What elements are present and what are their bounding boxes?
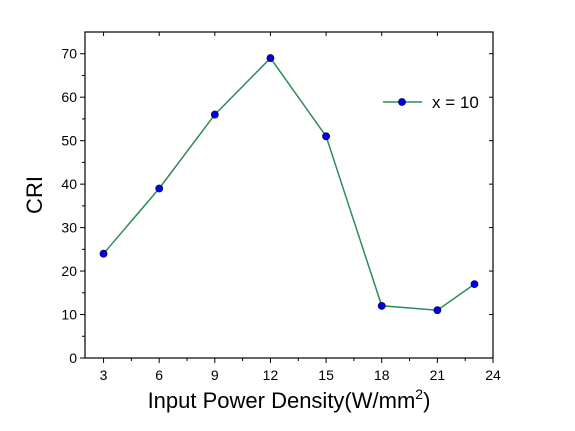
x-tick-label: 24 (485, 367, 501, 383)
y-tick-label: 0 (69, 350, 77, 366)
legend-label: x = 10 (432, 93, 479, 112)
data-point (433, 306, 442, 315)
y-tick-label: 50 (61, 133, 77, 149)
legend-marker (398, 98, 406, 106)
data-point (210, 110, 219, 119)
x-tick-label: 9 (211, 367, 219, 383)
y-tick-label: 20 (61, 263, 77, 279)
data-point (377, 301, 386, 310)
x-tick-label: 6 (155, 367, 163, 383)
y-tick-label: 70 (61, 46, 77, 62)
data-point (266, 54, 275, 62)
y-axis-title: CRI (22, 176, 47, 214)
x-tick-label: 21 (430, 367, 446, 383)
x-axis-title: Input Power Density(W/mm2) (148, 386, 431, 413)
series-line (102, 56, 475, 311)
data-point (322, 132, 330, 141)
data-point (99, 249, 108, 258)
y-tick-label: 10 (61, 307, 77, 323)
y-tick-label: 30 (61, 220, 77, 236)
y-tick-label: 60 (61, 89, 77, 105)
y-tick-label: 40 (61, 176, 77, 192)
series-layer (99, 54, 479, 315)
y-axis: 0 10 20 30 40 50 60 70 (61, 46, 493, 366)
x-axis-title-main: Input Power Density(W/mm (148, 388, 416, 413)
x-tick-label: 3 (100, 367, 108, 383)
x-axis-title-sup: 2 (415, 386, 423, 402)
x-axis: 3 6 9 12 15 18 21 24 (100, 32, 501, 383)
x-tick-label: 12 (263, 367, 279, 383)
x-tick-label: 15 (318, 367, 334, 383)
data-point (470, 280, 479, 289)
x-axis-title-close: ) (423, 388, 430, 413)
legend: x = 10 (383, 93, 479, 112)
x-tick-label: 18 (374, 367, 390, 383)
data-point (155, 184, 164, 193)
plot-frame (84, 31, 494, 359)
